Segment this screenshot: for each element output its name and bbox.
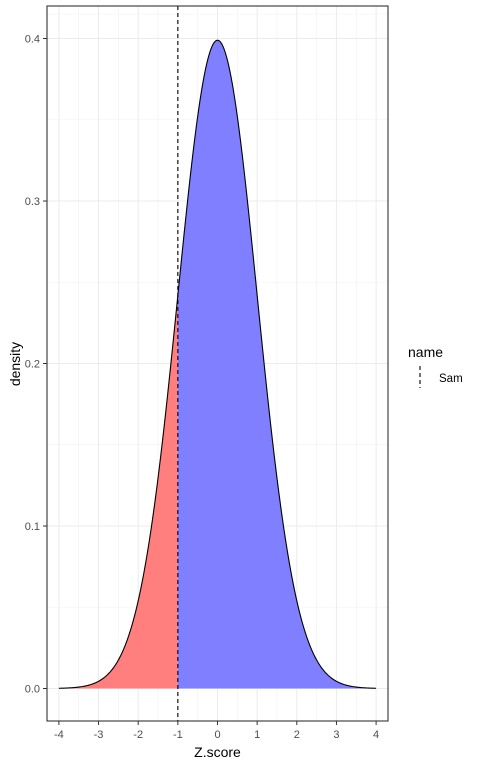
x-tick-label: 1 [254,729,260,741]
x-tick-label: 2 [294,729,300,741]
y-axis-ticks: 0.0 0.1 0.2 0.3 0.4 [25,34,47,696]
x-tick-label: -1 [173,729,183,741]
y-tick-label: 0.1 [25,521,40,533]
shaded-area-right [177,40,377,689]
x-tick-label: 0 [214,729,220,741]
legend-title: name [408,344,443,360]
y-tick-label: 0.3 [25,196,40,208]
x-tick-label: 3 [333,729,339,741]
legend: name Sam [408,344,463,388]
x-tick-label: -2 [133,729,143,741]
x-tick-label: -4 [54,729,64,741]
x-tick-label: 4 [373,729,379,741]
x-axis-ticks: -4 -3 -2 -1 0 1 2 3 4 [54,721,379,741]
y-tick-label: 0.4 [25,34,40,46]
y-tick-label: 0.2 [25,359,40,371]
y-tick-label: 0.0 [25,684,40,696]
x-tick-label: -3 [94,729,104,741]
density-areas [58,40,377,689]
density-curve-group [58,39,377,689]
shaded-area-left [58,295,178,689]
y-axis-title: density [7,342,23,386]
density-curve [58,39,377,689]
legend-label-sam: Sam [439,373,463,385]
x-axis-title: Z.score [194,744,241,760]
